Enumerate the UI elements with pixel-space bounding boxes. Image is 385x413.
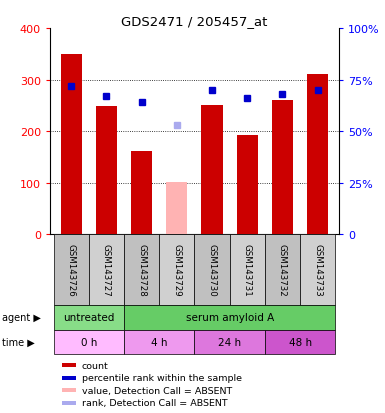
Bar bbox=[265, 330, 335, 354]
Bar bbox=[194, 330, 265, 354]
Text: 48 h: 48 h bbox=[288, 337, 311, 347]
Bar bbox=[166, 182, 187, 235]
Bar bbox=[62, 363, 76, 367]
Title: GDS2471 / 205457_at: GDS2471 / 205457_at bbox=[121, 15, 268, 28]
Bar bbox=[96, 107, 117, 235]
Text: agent ▶: agent ▶ bbox=[2, 313, 41, 323]
Bar bbox=[89, 235, 124, 305]
Text: serum amyloid A: serum amyloid A bbox=[186, 313, 274, 323]
Text: percentile rank within the sample: percentile rank within the sample bbox=[82, 373, 241, 382]
Bar bbox=[54, 235, 89, 305]
Bar bbox=[124, 330, 194, 354]
Bar bbox=[229, 235, 265, 305]
Bar bbox=[62, 401, 76, 405]
Text: untreated: untreated bbox=[63, 313, 114, 323]
Bar bbox=[124, 305, 335, 330]
Bar bbox=[54, 305, 124, 330]
Bar bbox=[131, 151, 152, 235]
Bar bbox=[62, 376, 76, 380]
Text: GSM143728: GSM143728 bbox=[137, 244, 146, 296]
Text: GSM143732: GSM143732 bbox=[278, 244, 287, 296]
Bar bbox=[237, 136, 258, 235]
Bar bbox=[272, 101, 293, 235]
Text: 24 h: 24 h bbox=[218, 337, 241, 347]
Text: GSM143733: GSM143733 bbox=[313, 244, 322, 296]
Text: value, Detection Call = ABSENT: value, Detection Call = ABSENT bbox=[82, 386, 232, 395]
Bar bbox=[159, 235, 194, 305]
Bar bbox=[54, 330, 124, 354]
Bar bbox=[300, 235, 335, 305]
Bar bbox=[201, 106, 223, 235]
Text: GSM143731: GSM143731 bbox=[243, 244, 252, 296]
Bar bbox=[307, 75, 328, 235]
Text: time ▶: time ▶ bbox=[2, 337, 35, 347]
Text: GSM143730: GSM143730 bbox=[208, 244, 216, 296]
Text: GSM143727: GSM143727 bbox=[102, 244, 111, 296]
Text: 0 h: 0 h bbox=[80, 337, 97, 347]
Text: rank, Detection Call = ABSENT: rank, Detection Call = ABSENT bbox=[82, 399, 227, 407]
Text: GSM143729: GSM143729 bbox=[172, 244, 181, 296]
Text: 4 h: 4 h bbox=[151, 337, 167, 347]
Bar bbox=[265, 235, 300, 305]
Bar bbox=[124, 235, 159, 305]
Text: GSM143726: GSM143726 bbox=[67, 244, 76, 296]
Text: count: count bbox=[82, 361, 108, 370]
Bar bbox=[194, 235, 229, 305]
Bar bbox=[60, 55, 82, 235]
Bar bbox=[62, 388, 76, 392]
